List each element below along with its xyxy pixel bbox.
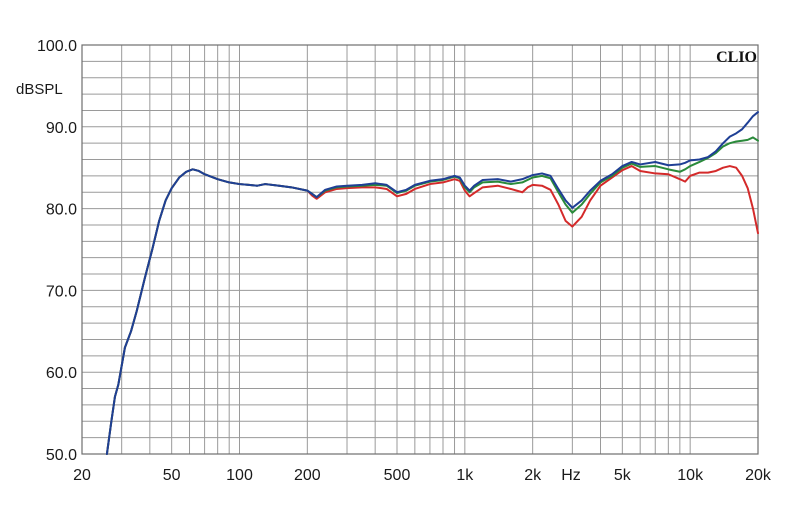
y-tick-label: 90.0: [46, 120, 77, 137]
x-tick-label: 2k: [524, 467, 542, 484]
x-tick-label: 500: [384, 467, 411, 484]
series-group: [105, 111, 759, 455]
x-tick-label: 5k: [614, 467, 632, 484]
x-tick-label: 20k: [745, 467, 772, 484]
x-tick-label: 1k: [456, 467, 474, 484]
plot-frame: [81, 44, 759, 455]
x-axis-unit-label: Hz: [561, 467, 581, 484]
x-tick-label: 20: [73, 467, 91, 484]
series-line-3: [105, 111, 759, 455]
y-tick-label: 70.0: [46, 283, 77, 300]
x-tick-label: 50: [163, 467, 181, 484]
x-tick-label: 100: [226, 467, 253, 484]
clio-brand-label: CLIO: [716, 49, 757, 66]
x-tick-labels: 20 50 100 200 500 1k 2k 5k 10k 20k: [73, 467, 772, 484]
x-tick-label: 10k: [677, 467, 704, 484]
y-tick-label: 60.0: [46, 365, 77, 382]
y-tick-label: 80.0: [46, 202, 77, 219]
x-tick-label: 200: [294, 467, 321, 484]
grid: [81, 44, 759, 455]
y-tick-labels: 100.0 90.0 80.0 70.0 60.0 50.0: [37, 38, 77, 464]
y-tick-label: 50.0: [46, 447, 77, 464]
y-tick-label: 100.0: [37, 38, 77, 55]
y-axis-label: dBSPL: [16, 81, 63, 98]
